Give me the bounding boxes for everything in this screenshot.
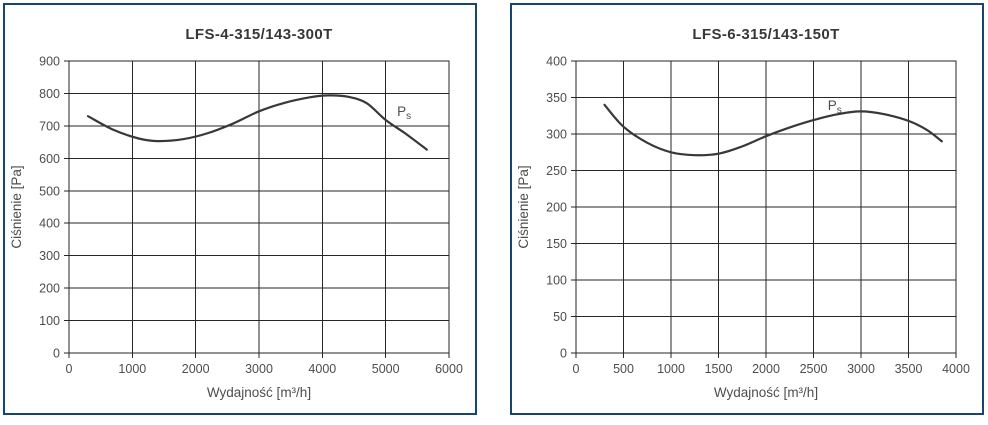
y-tick-label: 400 <box>39 217 60 231</box>
y-tick-label: 100 <box>39 314 60 328</box>
chart-title: LFS-4-315/143-300T <box>185 26 332 43</box>
x-tick-label: 500 <box>613 362 634 376</box>
x-tick-label: 4000 <box>942 362 970 376</box>
chart-title: LFS-6-315/143-150T <box>692 26 839 43</box>
y-tick-label: 200 <box>546 201 567 215</box>
x-axis-label: Wydajność [m³/h] <box>207 385 311 400</box>
x-axis-label: Wydajność [m³/h] <box>714 385 818 400</box>
y-tick-label: 250 <box>546 164 567 178</box>
y-axis-label: Ciśnienie [Pa] <box>516 165 531 248</box>
fan-curve-chart-lfs6: LFS-6-315/143-150T Ciśnienie [Pa] Wydajn… <box>516 26 970 400</box>
x-tick-label: 1000 <box>118 362 146 376</box>
x-tick-label: 2000 <box>182 362 210 376</box>
y-tick-label: 200 <box>39 282 60 296</box>
x-tick-label: 1500 <box>705 362 733 376</box>
plot-frame <box>575 60 957 354</box>
plot-frame <box>68 60 450 354</box>
y-tick-label: 700 <box>39 119 60 133</box>
x-tick-label: 2000 <box>752 362 780 376</box>
static-pressure-curve <box>603 103 943 157</box>
y-tick-label: 0 <box>53 347 60 361</box>
x-tick-label: 4000 <box>308 362 336 376</box>
plot-area: 0 500 1000 1500 2000 2500 3000 3500 4000 0 50 100 15… <box>546 55 970 377</box>
y-axis-label: Ciśnienie [Pa] <box>9 165 24 248</box>
x-tick-label: 3500 <box>895 362 923 376</box>
y-tick-label: 300 <box>39 249 60 263</box>
chart-panel-lfs6: LFS-6-315/143-150T Ciśnienie [Pa] Wydajn… <box>510 3 984 415</box>
x-tick-label: 5000 <box>372 362 400 376</box>
x-tick-label: 3000 <box>847 362 875 376</box>
y-tick-label: 0 <box>560 347 567 361</box>
curve-label-ps: Ps <box>397 104 411 122</box>
x-tick-label: 0 <box>573 362 580 376</box>
x-tick-label: 0 <box>66 362 73 376</box>
static-pressure-curve <box>86 94 428 151</box>
y-tick-label: 100 <box>546 274 567 288</box>
plot-area: 0 1000 2000 3000 4000 5000 6000 0 100 200 300 400 50… <box>39 55 463 377</box>
y-tick-label: 300 <box>546 128 567 142</box>
y-tick-label: 150 <box>546 237 567 251</box>
chart-panel-lfs4: LFS-4-315/143-300T Ciśnienie [Pa] Wydajn… <box>3 3 477 415</box>
curve-label-ps: Ps <box>828 98 842 116</box>
y-tick-label: 600 <box>39 152 60 166</box>
y-tick-label: 50 <box>553 310 567 324</box>
x-tick-label: 2500 <box>800 362 828 376</box>
y-tick-label: 900 <box>39 55 60 69</box>
y-tick-label: 800 <box>39 87 60 101</box>
fan-curve-chart-lfs4: LFS-4-315/143-300T Ciśnienie [Pa] Wydajn… <box>9 26 463 400</box>
y-tick-label: 400 <box>546 55 567 69</box>
x-tick-label: 3000 <box>245 362 273 376</box>
y-tick-label: 350 <box>546 91 567 105</box>
x-tick-label: 1000 <box>657 362 685 376</box>
x-tick-label: 6000 <box>435 362 463 376</box>
y-tick-label: 500 <box>39 184 60 198</box>
